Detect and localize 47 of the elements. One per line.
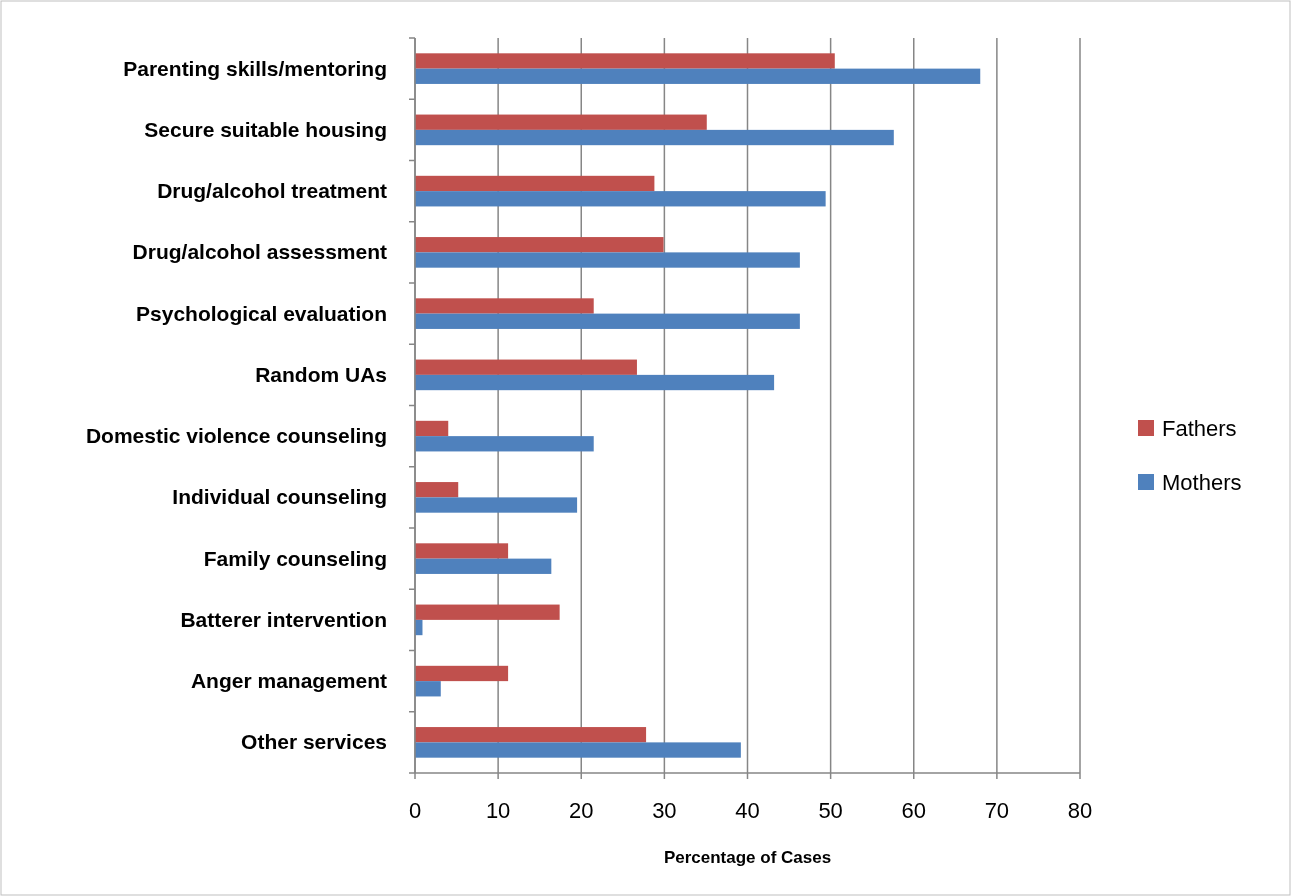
bar (415, 114, 707, 130)
bar (415, 68, 981, 84)
bar (415, 359, 637, 375)
y-tick-label: Secure suitable housing (144, 117, 387, 141)
x-tick-label: 30 (652, 798, 677, 823)
y-tick-label: Drug/alcohol assessment (132, 240, 387, 264)
x-axis-title: Percentage of Cases (663, 848, 832, 867)
y-tick-label: Domestic violence counseling (85, 424, 387, 448)
y-tick-label: Drug/alcohol treatment (157, 179, 387, 203)
bar (415, 497, 578, 513)
y-tick-label: Psychological evaluation (136, 301, 387, 325)
bar (415, 237, 664, 253)
x-tick-label: 40 (735, 798, 760, 823)
bar (415, 374, 775, 391)
legend-label: Fathers (1162, 416, 1237, 441)
bar (415, 175, 655, 192)
bar (415, 129, 894, 146)
bar (415, 681, 441, 697)
y-tick-label: Family counseling (203, 546, 387, 570)
x-tick-label: 0 (408, 798, 422, 823)
bar (415, 191, 826, 207)
bar (415, 558, 552, 574)
x-tick-label: 20 (569, 798, 594, 823)
bar (415, 604, 560, 620)
legend-label: Mothers (1162, 470, 1242, 495)
bar (415, 665, 509, 682)
bar (415, 313, 800, 329)
bar (415, 53, 835, 69)
bar (415, 727, 647, 743)
x-tick-label: 10 (485, 798, 511, 823)
bar (415, 543, 509, 559)
bar (415, 482, 459, 498)
x-tick-label: 80 (1067, 798, 1093, 823)
bar (415, 436, 594, 452)
y-tick-label: Individual counseling (172, 485, 387, 509)
x-tick-label: 50 (818, 798, 843, 823)
y-tick-label: Other services (241, 730, 387, 754)
y-tick-label: Batterer intervention (180, 607, 387, 631)
bar (415, 420, 449, 437)
x-tick-label: 70 (984, 798, 1010, 823)
y-tick-label: Random UAs (255, 362, 387, 386)
bar (415, 252, 800, 268)
y-tick-label: Parenting skills/mentoring (123, 56, 387, 80)
x-tick-label: 60 (901, 798, 926, 823)
y-tick-label: Anger management (190, 669, 387, 693)
bar (415, 298, 594, 314)
bar (415, 742, 741, 758)
